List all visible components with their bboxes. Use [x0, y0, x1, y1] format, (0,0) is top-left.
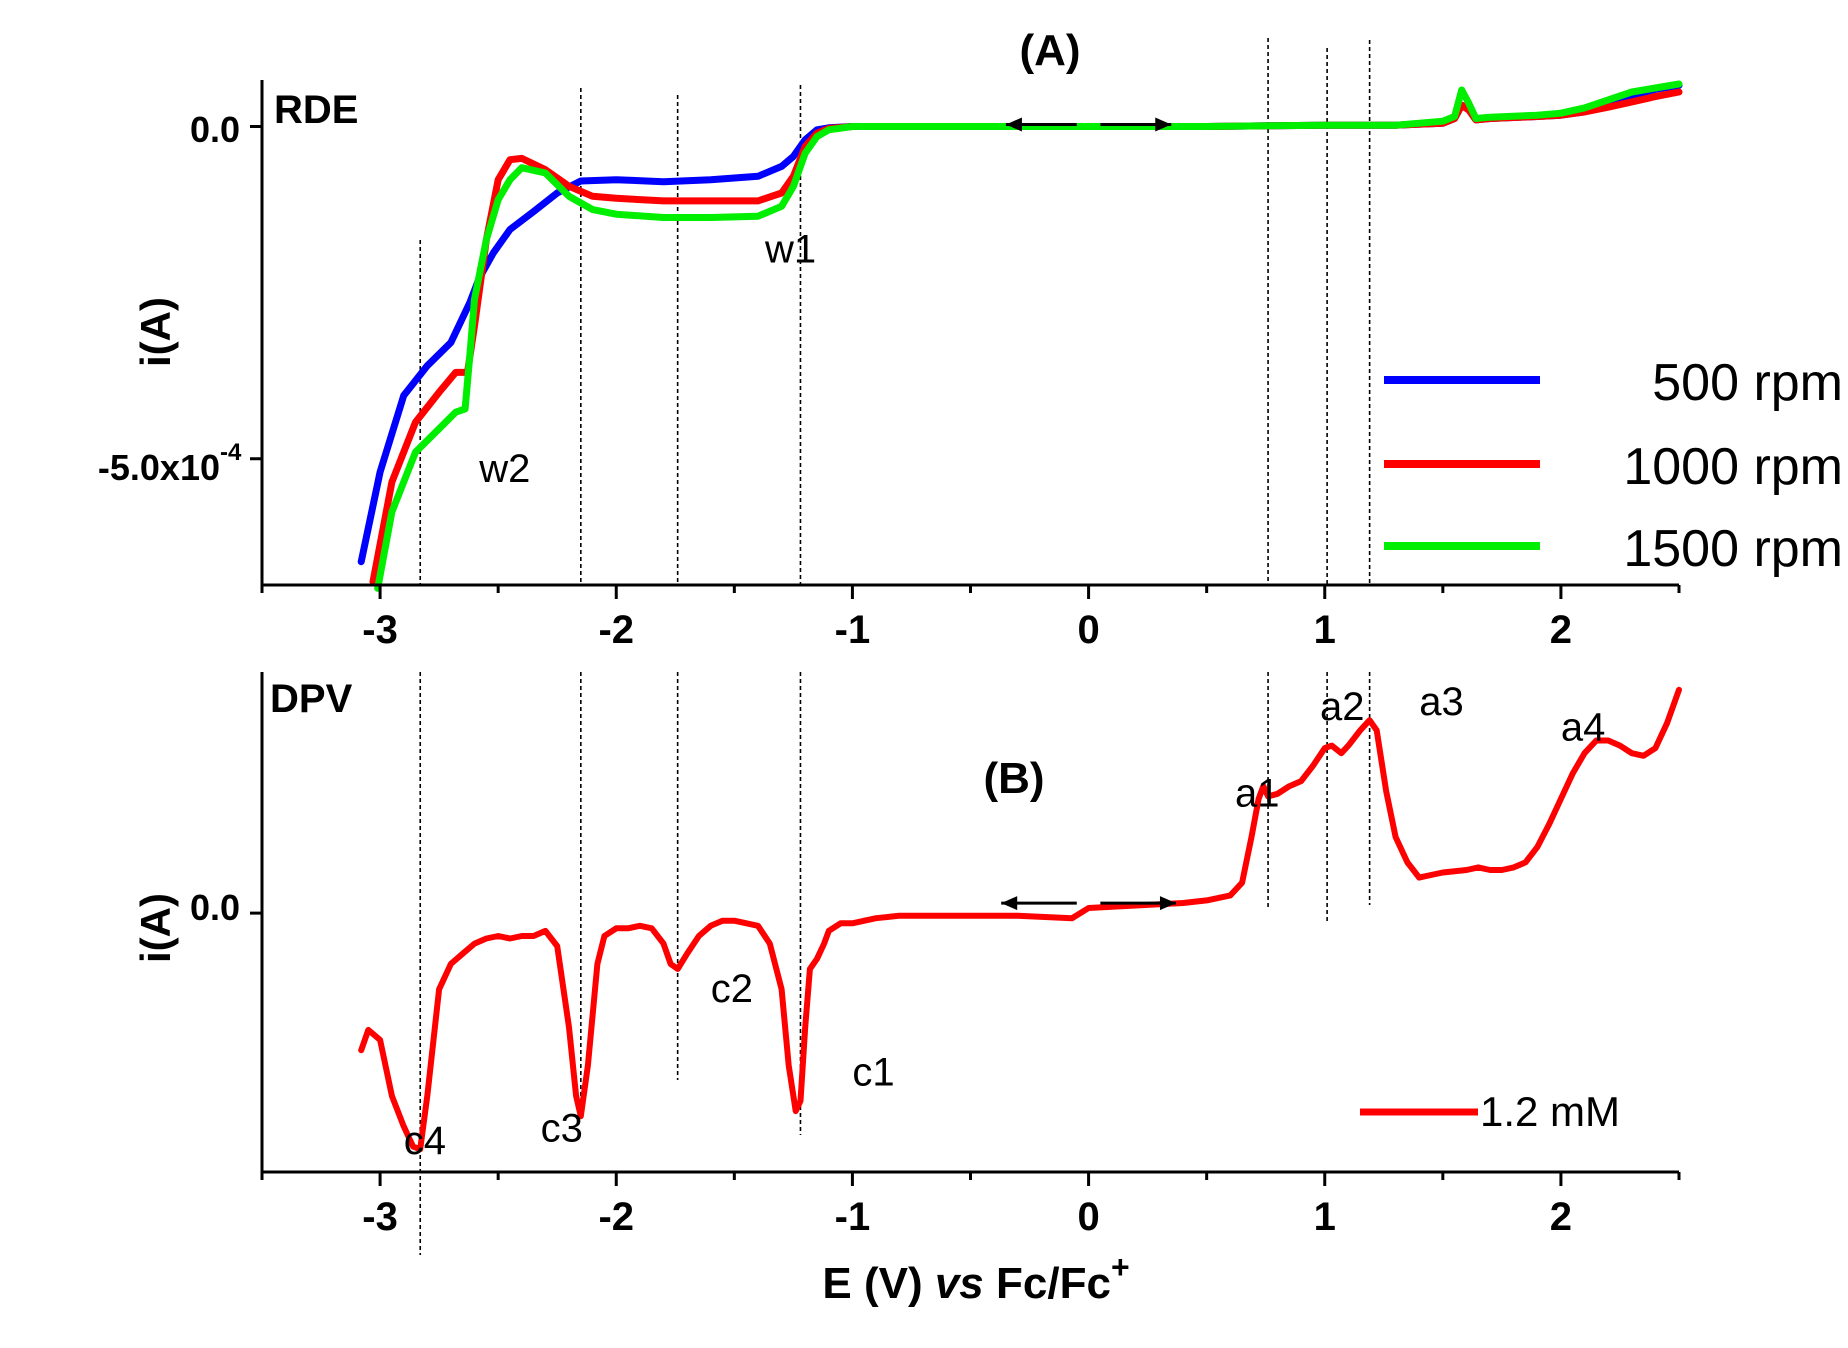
x-tick-label: -1 [835, 1195, 871, 1239]
x-tick-label: 0 [1077, 608, 1099, 652]
panel-b-annotation-a3: a3 [1419, 680, 1464, 724]
legend-label-1000rpm: 1000 rpm [1623, 438, 1843, 496]
panel-a-method-label: RDE [274, 88, 358, 132]
x-tick-label: 1 [1314, 1195, 1336, 1239]
x-tick-label: 1 [1314, 608, 1336, 652]
x-axis-title: E (V) vs Fc/Fc+ [822, 1249, 1129, 1308]
panel-b-method-label: DPV [270, 677, 353, 721]
panel-a-scan-arrows [1005, 117, 1172, 132]
x-tick-label: -3 [362, 1195, 398, 1239]
panel-b-annotation-a1: a1 [1235, 772, 1280, 816]
panel-a-y-ticks [250, 125, 262, 461]
panel-b-scan-arrows [1001, 896, 1176, 911]
panel-a-ytick-label-1-exponent: -4 [220, 439, 242, 466]
panel-b-x-ticks [260, 1172, 1681, 1186]
panel-b-annotation-c3: c3 [541, 1107, 583, 1151]
scan-arrow-head [1159, 896, 1176, 911]
x-axis-title-suffix: Fc/Fc [984, 1259, 1111, 1308]
x-axis-title-superscript: + [1111, 1249, 1130, 1285]
panel-a-legend: 500 rpm 1000 rpm 1500 rpm [1384, 354, 1843, 578]
scan-arrow-head [1005, 117, 1022, 132]
series-line [374, 80, 1683, 592]
scan-arrow-head [1001, 896, 1018, 911]
legend-label-1500rpm: 1500 rpm [1623, 520, 1843, 578]
series-line [369, 88, 1683, 586]
panel-b-annotation-a4: a4 [1561, 706, 1606, 750]
panel-b-title: (B) [983, 754, 1044, 803]
x-tick-label: -2 [598, 608, 634, 652]
panel-a-vertical-guides [419, 38, 1371, 585]
panel-b-x-tick-labels: -3 -2 -1 0 1 2 [362, 1195, 1572, 1239]
panel-a-annotation-w2: w2 [478, 447, 530, 491]
x-axis-title-italic: vs [935, 1259, 984, 1308]
x-tick-label: 2 [1550, 608, 1572, 652]
panel-a-y-label: i(A) [132, 297, 179, 367]
series-line [357, 81, 1683, 566]
panel-b-annotation-c4: c4 [404, 1119, 446, 1163]
legend-label-1.2mM: 1.2 mM [1480, 1088, 1620, 1135]
x-tick-label: -3 [362, 608, 398, 652]
panel-a-x-tick-labels: -3 -2 -1 0 1 2 [362, 608, 1572, 652]
panel-a-series [357, 80, 1683, 592]
panel-a-ytick-label-1: -5.0x10 [98, 447, 220, 488]
panel-b-legend: 1.2 mM [1360, 1088, 1620, 1135]
panel-b-annotation-c2: c2 [711, 967, 753, 1011]
panel-b-annotation-a2: a2 [1320, 685, 1365, 729]
x-tick-label: -2 [598, 1195, 634, 1239]
panel-b-ytick-label-0: 0.0 [190, 887, 240, 928]
panel-a-x-ticks [260, 585, 1681, 599]
x-tick-label: 0 [1077, 1195, 1099, 1239]
legend-label-500rpm: 500 rpm [1652, 354, 1843, 412]
scan-arrow-head [1155, 117, 1172, 132]
series-line [358, 686, 1682, 1153]
x-axis-title-prefix: E (V) [822, 1259, 934, 1308]
x-tick-label: 2 [1550, 1195, 1572, 1239]
panel-a-ytick-label-0: 0.0 [190, 109, 240, 150]
panel-a-annotation-w1: w1 [764, 228, 816, 272]
panel-a-title: (A) [1019, 26, 1080, 75]
panel-b: DPV (B) i(A) 0.0 c1 c2 c3 c4 a1 a2 a3 a4… [132, 672, 1682, 1255]
panel-b-series [358, 686, 1682, 1153]
panel-b-annotation-c1: c1 [852, 1051, 894, 1095]
panel-a: (A) RDE i(A) 0.0 -5.0x10 -4 w1 w2 500 rp… [98, 26, 1843, 599]
panel-b-y-label: i(A) [132, 893, 179, 963]
x-tick-label: -1 [835, 608, 871, 652]
